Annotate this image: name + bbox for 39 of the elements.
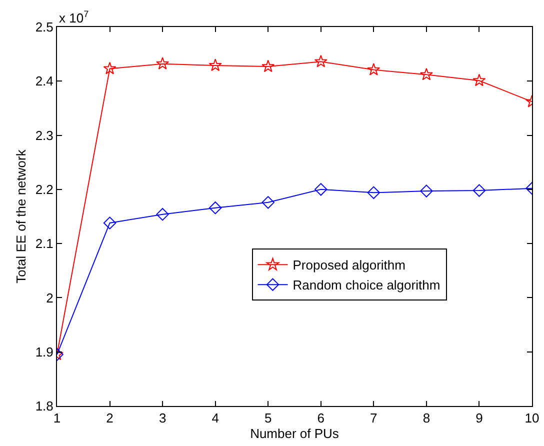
x-tick-label: 7 [370, 410, 378, 426]
y-tick-label: 1.9 [35, 344, 54, 360]
point [262, 60, 275, 72]
x-tick-label: 8 [422, 410, 430, 426]
point [367, 62, 380, 76]
point [208, 58, 222, 72]
point [103, 216, 116, 230]
y-tick-label: 2.1 [35, 236, 54, 252]
point [367, 186, 380, 200]
point [472, 184, 486, 197]
x-tick-label: 2 [106, 410, 114, 426]
point [208, 201, 222, 214]
point [156, 208, 169, 221]
x-tick-label: 3 [158, 410, 166, 426]
y-tick-label: 2.2 [35, 182, 54, 197]
y-tick-label: 2.5 [35, 20, 54, 35]
point [314, 54, 328, 68]
y-tick-label: 2.3 [35, 128, 54, 143]
y-tick-label: 2 [46, 290, 54, 306]
y-tick-label: 1.8 [35, 398, 54, 414]
point [472, 74, 486, 86]
x-tick-label: 1 [53, 410, 61, 426]
x-tick-label: 10 [524, 410, 540, 426]
x-tick-label: 5 [264, 410, 272, 426]
x-tick-label: 9 [476, 410, 483, 426]
text: x 10$^{7}$ [59, 9, 89, 26]
point [420, 184, 433, 198]
x-tick-label: 4 [212, 410, 219, 426]
y-tick-label: 2.4 [35, 74, 54, 89]
x-axis-title: Number of PUs [250, 426, 340, 442]
x-tick-label: 6 [317, 410, 325, 426]
y-axis-title: Total EE of the network [13, 149, 28, 284]
point [420, 68, 433, 80]
point [314, 183, 328, 196]
legend-label: Proposed algorithm [292, 258, 406, 273]
point [103, 62, 116, 74]
point [156, 57, 170, 70]
point [262, 196, 274, 209]
legend-label: Random choice algorithm [292, 278, 440, 293]
